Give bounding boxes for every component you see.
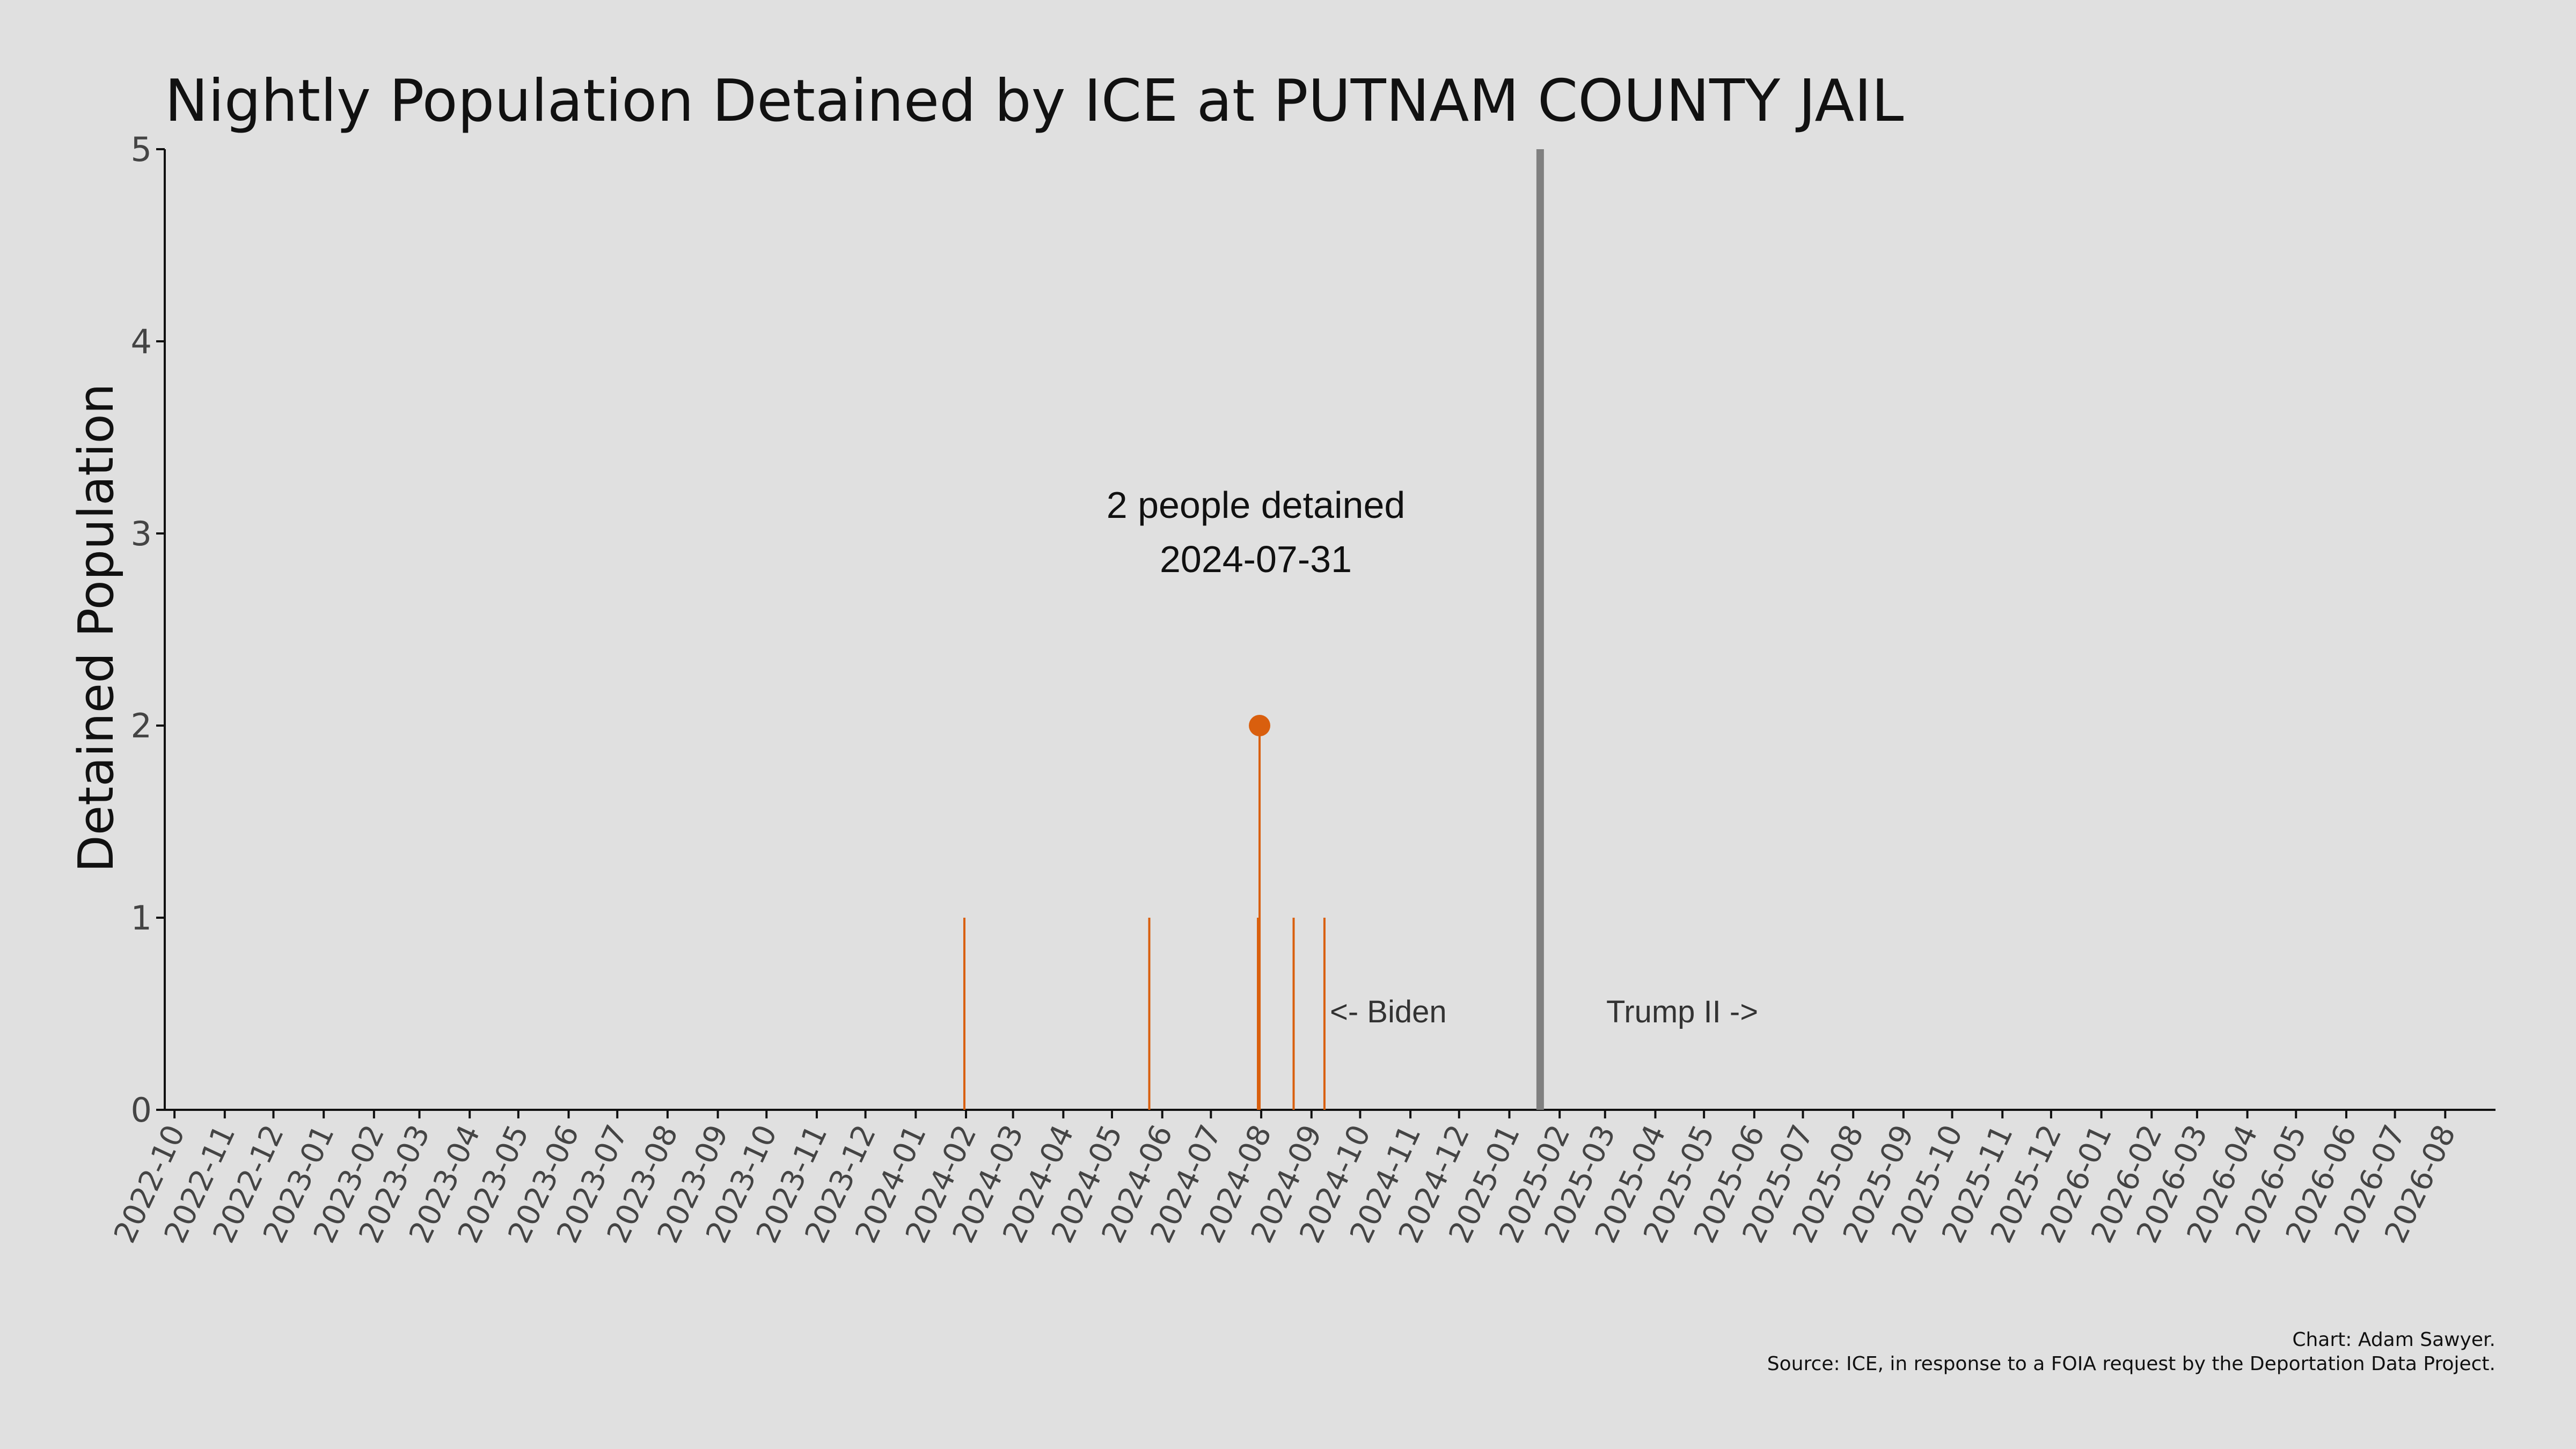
era-label-trump: Trump II -> xyxy=(1606,994,1758,1029)
credit-source: Source: ICE, in response to a FOIA reque… xyxy=(1767,1353,2496,1375)
y-tick-label: 5 xyxy=(131,130,152,169)
y-tick-label: 3 xyxy=(131,514,152,553)
chart-title: Nightly Population Detained by ICE at PU… xyxy=(165,68,1904,135)
peak-point xyxy=(1249,715,1271,736)
y-tick-label: 1 xyxy=(131,898,152,938)
y-tick-label: 0 xyxy=(131,1091,152,1130)
plot-area: 0123452022-102022-112022-122023-012023-0… xyxy=(107,130,2496,1248)
annotation-date: 2024-07-31 xyxy=(1160,538,1352,580)
y-tick-label: 2 xyxy=(131,706,152,745)
credit-author: Chart: Adam Sawyer. xyxy=(2292,1329,2496,1351)
y-tick-label: 4 xyxy=(131,322,152,361)
annotation-count: 2 people detained xyxy=(1107,484,1406,526)
y-axis-label: Detained Population xyxy=(68,383,125,872)
era-label-biden: <- Biden xyxy=(1330,994,1447,1029)
